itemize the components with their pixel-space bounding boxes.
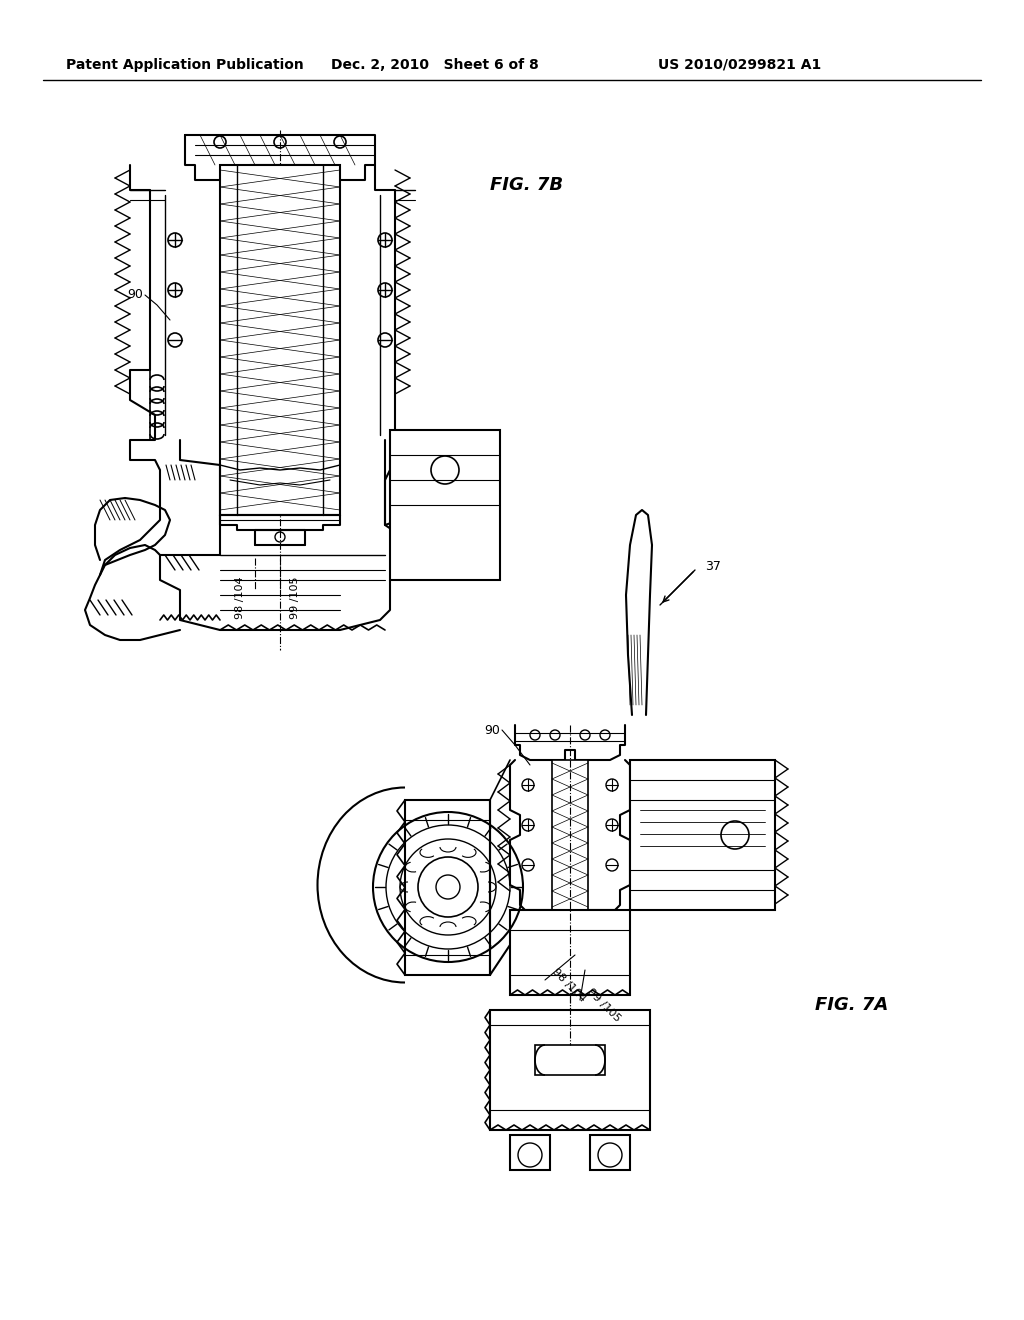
Bar [552,760,588,909]
Bar [406,800,490,975]
Bar [490,1010,650,1130]
Text: 98 /104: 98 /104 [234,577,245,619]
Text: FIG. 7B: FIG. 7B [490,176,563,194]
Text: 90: 90 [484,723,500,737]
Text: 37: 37 [705,561,721,573]
Text: 99 /105: 99 /105 [290,577,300,619]
Text: Dec. 2, 2010   Sheet 6 of 8: Dec. 2, 2010 Sheet 6 of 8 [331,58,539,73]
Text: 99 /105: 99 /105 [585,986,623,1023]
Bar [510,909,630,995]
Text: 98 /104: 98 /104 [550,966,587,1003]
Bar [590,1135,630,1170]
Bar [630,760,775,909]
Text: Patent Application Publication: Patent Application Publication [67,58,304,73]
Bar [220,165,340,515]
Bar [510,1135,550,1170]
Bar [390,430,500,579]
Bar [535,1045,605,1074]
Text: FIG. 7A: FIG. 7A [815,997,888,1014]
Text: US 2010/0299821 A1: US 2010/0299821 A1 [658,58,821,73]
Text: 90: 90 [127,289,143,301]
